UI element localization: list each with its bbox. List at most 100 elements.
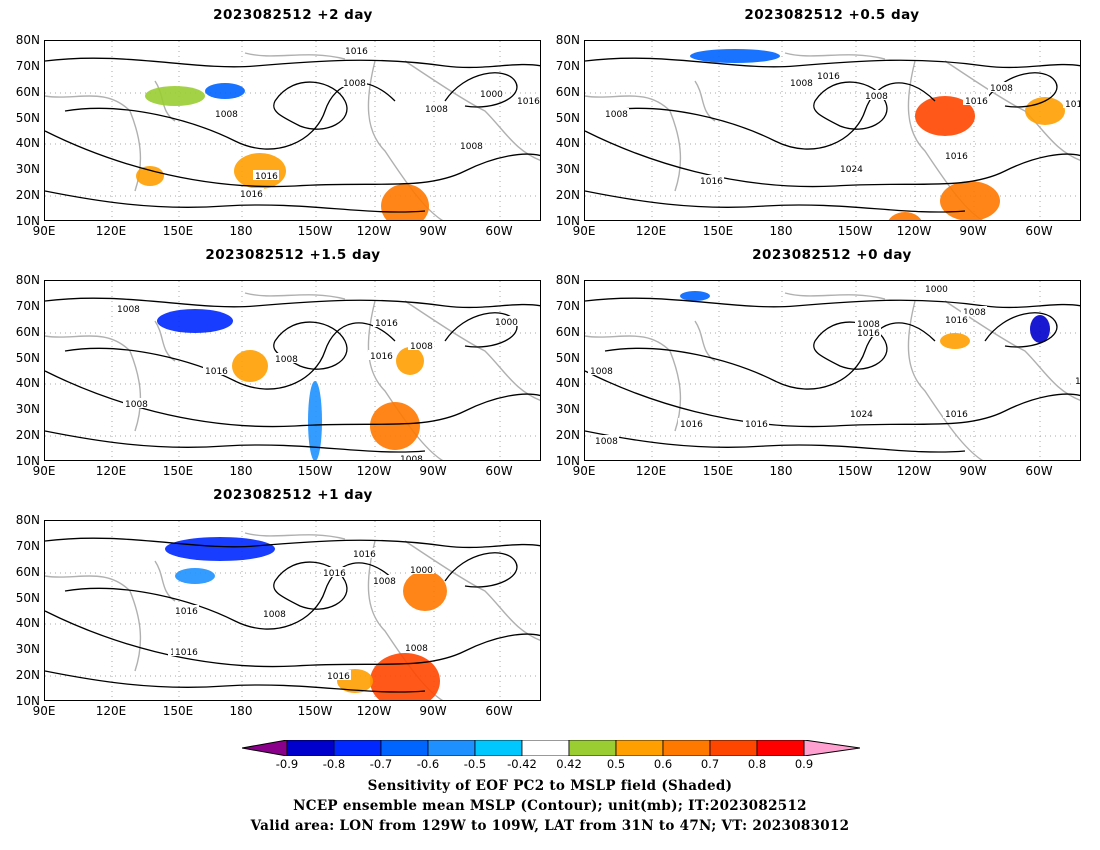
- contour-label: 1008: [857, 320, 880, 330]
- mslp-contour: [45, 297, 540, 309]
- map-canvas: 1000100810081016101610161024101610161008…: [585, 281, 1080, 460]
- sensitivity-shading-kamchatka: [165, 537, 275, 561]
- contour-label: 1008: [215, 110, 238, 120]
- mslp-contour: [45, 670, 426, 693]
- contour-label: 1008: [410, 342, 433, 352]
- contour-label: 1016: [255, 172, 278, 182]
- latitude-tick-label: 70N: [15, 59, 40, 73]
- contour-label: 1016: [205, 367, 228, 377]
- contour-label: 1016: [1075, 377, 1080, 387]
- latitude-tick-label: 80N: [15, 273, 40, 287]
- contour-label: 1016: [370, 352, 393, 362]
- longitude-tick-label: 150E: [162, 464, 194, 478]
- mslp-contour: [984, 312, 1058, 348]
- longitude-tick-label: 90W: [419, 704, 447, 718]
- mslp-contour: [604, 82, 936, 150]
- longitude-tick-label: 90W: [419, 464, 447, 478]
- latitude-tick-label: 40N: [15, 136, 40, 150]
- latitude-tick-label: 20N: [555, 188, 580, 202]
- colorbar-tick-label: -0.7: [369, 757, 393, 771]
- contour-label: 1008: [790, 79, 813, 89]
- longitude-tick-label: 90E: [572, 224, 596, 238]
- colorbar-tick-label: -0.6: [416, 757, 440, 771]
- panel-title: 2023082512 +0.5 day: [744, 7, 920, 23]
- longitude-tick-label: 180: [229, 224, 253, 238]
- coastline: [45, 52, 540, 220]
- coastline: [45, 292, 540, 460]
- contour-label: 1024: [840, 165, 863, 175]
- longitude-tick-label: 120W: [356, 224, 392, 238]
- colorbar-segment: [380, 740, 429, 756]
- contour-label: 1008: [605, 110, 628, 120]
- panel-title: 2023082512 +0 day: [752, 247, 912, 263]
- latitude-tick-label: 30N: [15, 642, 40, 656]
- contour-label: 1016: [517, 97, 540, 107]
- contour-label: 1016: [323, 569, 346, 579]
- longitude-tick-label: 120W: [356, 704, 392, 718]
- latitude-tick-label: 20N: [555, 428, 580, 442]
- mslp-contour: [45, 610, 540, 668]
- sensitivity-shading-greenland: [1030, 315, 1050, 343]
- longitude-tick-label: 90E: [32, 704, 56, 718]
- longitude-tick-label: 120E: [635, 464, 667, 478]
- latitude-tick-label: 10N: [15, 214, 40, 228]
- longitude-tick-label: 180: [229, 464, 253, 478]
- contour-label: 1008: [117, 305, 140, 315]
- longitude-tick-label: 60W: [485, 464, 513, 478]
- sensitivity-shading-western-us: [370, 653, 440, 700]
- longitude-tick-label: 90E: [572, 464, 596, 478]
- latitude-tick-label: 60N: [555, 85, 580, 99]
- contour-label: 1016: [327, 672, 350, 682]
- caption-line-1: Sensitivity of EOF PC2 to MSLP field (Sh…: [367, 778, 733, 794]
- longitude-tick-label: 150W: [297, 704, 333, 718]
- mslp-contour: [45, 130, 540, 188]
- mslp-contour: [585, 57, 1080, 69]
- coastline: [585, 52, 1080, 220]
- latitude-tick-label: 50N: [15, 111, 40, 125]
- panel-title: 2023082512 +1.5 day: [205, 247, 381, 263]
- map-plus-0-day: 1000100810081016101610161024101610161008…: [584, 280, 1081, 461]
- longitude-tick-label: 120W: [356, 464, 392, 478]
- colorbar-segment: [662, 740, 711, 756]
- latitude-tick-label: 50N: [15, 351, 40, 365]
- sensitivity-shading-eastern-us: [940, 181, 1000, 220]
- sensitivity-shading-central-pacific: [308, 381, 322, 460]
- latitude-tick-label: 30N: [15, 162, 40, 176]
- contour-label: 1000: [495, 318, 518, 328]
- contour-label: 1008: [990, 84, 1013, 94]
- sensitivity-shading-central-canada: [915, 96, 975, 136]
- latitude-tick-label: 30N: [15, 402, 40, 416]
- latitude-tick-label: 80N: [555, 33, 580, 47]
- map-plus-1-5-day: 1008 1016 1008 1016 1000 1008 1016 1008 1008: [44, 280, 541, 461]
- contour-label: 1016: [817, 72, 840, 82]
- contour-label: 1008: [263, 610, 286, 620]
- contour-label: 1008: [405, 644, 428, 654]
- map-canvas: 1008 1016 1008 1016 1000 1008 1016 1008 1008: [45, 281, 540, 460]
- sensitivity-shading-siberia: [680, 291, 710, 301]
- panel-title: 2023082512 +1 day: [213, 487, 373, 503]
- map-plus-1-day: 1016101610081000100810161008101610081016: [44, 520, 541, 701]
- latitude-tick-label: 80N: [555, 273, 580, 287]
- sensitivity-shading-arctic: [690, 49, 780, 63]
- longitude-tick-label: 90W: [419, 224, 447, 238]
- colorbar-tick-label: 0.5: [606, 757, 626, 771]
- sensitivity-shading-alaska: [396, 347, 424, 375]
- latitude-tick-label: 50N: [15, 591, 40, 605]
- colorbar-tick-label: 0.7: [700, 757, 720, 771]
- contour-label: 1008: [425, 105, 448, 115]
- contour-label: 1016: [945, 316, 968, 326]
- sensitivity-shading-siberia: [175, 568, 215, 584]
- contour-label: 1016: [240, 190, 263, 200]
- contour-label: 1016: [745, 420, 768, 430]
- mslp-contour: [45, 537, 540, 549]
- mslp-contour: [585, 130, 1080, 188]
- contour-label: 1008: [595, 437, 618, 447]
- sensitivity-shading-japan: [136, 166, 164, 186]
- contour-label: 1016: [375, 319, 398, 329]
- contour-label: 1016: [700, 177, 723, 187]
- colorbar-segment: [427, 740, 476, 756]
- latitude-tick-label: 50N: [555, 351, 580, 365]
- colorbar-segment: [333, 740, 382, 756]
- colorbar-arrow-high: [803, 740, 860, 756]
- mslp-contour: [604, 322, 936, 390]
